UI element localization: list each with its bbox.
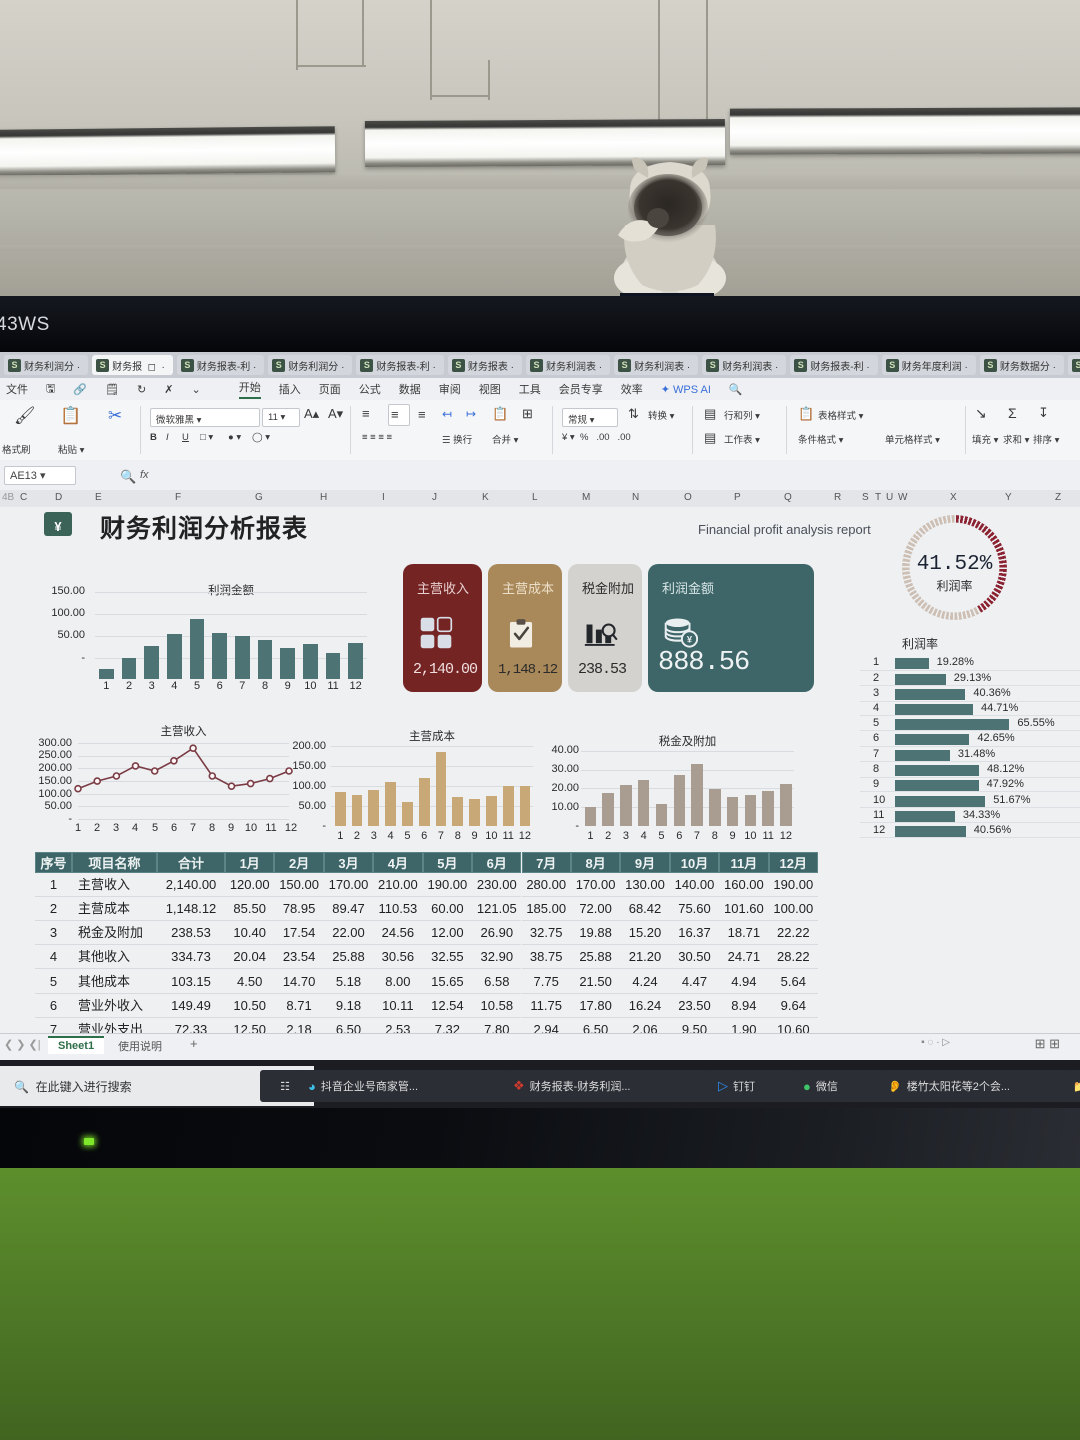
svg-text:¥: ¥ [687,634,693,644]
